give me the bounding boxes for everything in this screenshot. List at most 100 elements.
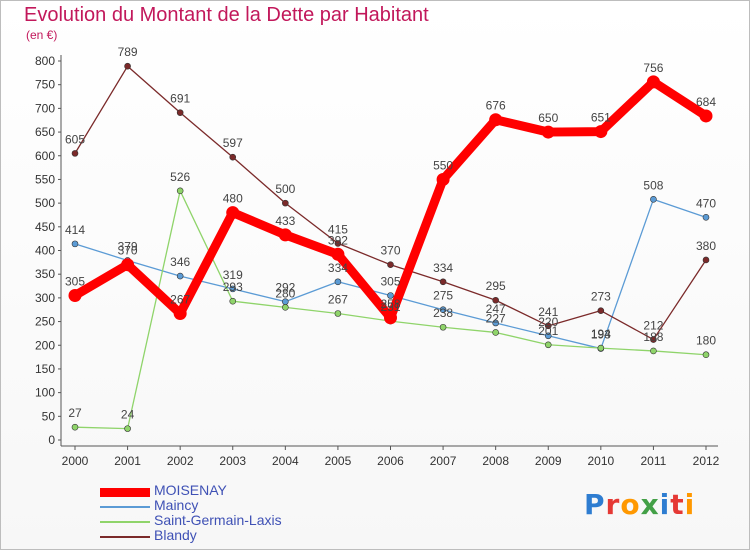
data-point-maincy <box>387 292 394 299</box>
line-chart: 0 50 100 150 200 250 300 350 400 450 500 550 600 650 7… <box>35 45 720 468</box>
y-axis-unit: (en €) <box>26 28 58 42</box>
y-tick-label: 600 <box>35 149 55 163</box>
x-tick-label: 2002 <box>167 454 194 468</box>
data-label-moisenay: 684 <box>696 95 716 109</box>
data-label-saint-germain-laxis: 293 <box>223 280 243 294</box>
data-label-maincy: 319 <box>223 268 243 282</box>
data-label-maincy: 414 <box>65 223 85 237</box>
data-point-maincy <box>702 214 710 221</box>
logo-letter: r <box>605 488 621 521</box>
data-label-maincy: 346 <box>170 255 190 269</box>
data-point-blandy <box>492 296 499 304</box>
legend-swatch-blandy <box>100 536 150 538</box>
data-point-saint-germain-laxis <box>229 297 237 305</box>
y-tick-label: 300 <box>35 291 55 305</box>
data-label-blandy: 500 <box>275 182 295 196</box>
y-tick-label: 350 <box>35 267 55 281</box>
x-tick-label: 2005 <box>325 454 352 468</box>
data-label-moisenay: 267 <box>170 293 190 307</box>
y-tick-label: 700 <box>35 101 55 115</box>
data-point-blandy <box>334 240 342 247</box>
y-tick-label: 150 <box>35 362 55 376</box>
data-label-saint-germain-laxis: 526 <box>170 170 190 184</box>
y-tick-label: 100 <box>35 386 55 400</box>
data-point-blandy <box>439 278 447 286</box>
data-label-maincy: 275 <box>433 289 453 303</box>
x-tick-label: 2011 <box>641 454 667 468</box>
data-point-moisenay <box>384 311 397 325</box>
legend-label-moisenay: MOISENAY <box>154 482 227 498</box>
data-label-blandy: 241 <box>538 305 558 319</box>
y-tick-label: 450 <box>35 220 55 234</box>
y-tick-label: 50 <box>42 409 56 423</box>
x-tick-label: 2001 <box>114 454 141 468</box>
data-point-saint-germain-laxis <box>492 329 499 336</box>
logo-letter: P <box>584 488 606 521</box>
x-tick-label: 2003 <box>219 454 246 468</box>
data-label-maincy: 508 <box>643 178 663 192</box>
data-point-saint-germain-laxis <box>334 310 342 317</box>
legend-label-saint-germain-laxis: Saint-Germain-Laxis <box>154 512 282 528</box>
x-tick-label: 2010 <box>587 454 614 468</box>
data-point-saint-germain-laxis <box>702 351 710 359</box>
data-point-blandy <box>176 109 184 116</box>
data-point-saint-germain-laxis <box>544 341 552 349</box>
data-label-saint-germain-laxis: 180 <box>696 334 716 348</box>
y-tick-label: 750 <box>35 78 55 92</box>
data-point-moisenay <box>436 172 450 186</box>
data-point-maincy <box>650 196 657 203</box>
y-tick-label: 500 <box>35 196 55 210</box>
legend-swatch-maincy <box>100 506 150 508</box>
data-label-blandy: 605 <box>65 132 85 146</box>
data-label-saint-germain-laxis: 238 <box>433 306 453 320</box>
data-point-maincy <box>334 278 342 286</box>
data-point-moisenay <box>226 206 240 220</box>
data-label-moisenay: 258 <box>380 297 400 311</box>
proxiti-logo: Proxiti <box>584 488 695 521</box>
logo-letter: i <box>684 488 696 521</box>
data-point-blandy <box>229 153 237 161</box>
x-tick-label: 2007 <box>430 454 457 468</box>
data-point-moisenay <box>68 289 82 303</box>
data-point-blandy <box>387 261 394 269</box>
logo-letter: t <box>670 488 685 521</box>
data-label-moisenay: 651 <box>591 111 611 125</box>
data-label-saint-germain-laxis: 227 <box>486 311 506 325</box>
data-label-moisenay: 756 <box>643 61 663 75</box>
data-label-blandy: 380 <box>696 239 716 253</box>
data-label-saint-germain-laxis: 188 <box>643 330 663 344</box>
data-label-blandy: 789 <box>118 45 138 59</box>
data-label-maincy: 292 <box>275 281 295 295</box>
chart-title: Evolution du Montant de la Dette par Hab… <box>24 4 429 26</box>
data-point-moisenay <box>331 247 345 261</box>
data-point-saint-germain-laxis <box>439 323 447 331</box>
data-point-moisenay <box>173 307 187 321</box>
data-label-saint-germain-laxis: 27 <box>68 406 82 420</box>
x-tick-label: 2006 <box>377 454 404 468</box>
data-label-maincy: 305 <box>380 275 400 289</box>
data-label-saint-germain-laxis: 280 <box>275 286 295 300</box>
data-point-maincy <box>439 306 447 314</box>
data-point-blandy <box>282 199 289 207</box>
legend-swatch-saint-germain-laxis <box>100 521 150 523</box>
data-label-moisenay: 305 <box>65 275 85 289</box>
legend-label-blandy: Blandy <box>154 527 197 543</box>
data-label-maincy: 220 <box>538 315 558 329</box>
data-label-blandy: 415 <box>328 222 348 236</box>
data-label-maincy: 379 <box>118 239 138 253</box>
data-label-moisenay: 433 <box>275 214 295 228</box>
data-point-saint-germain-laxis <box>650 347 657 355</box>
data-label-blandy: 370 <box>380 244 400 258</box>
data-point-saint-germain-laxis <box>176 187 184 195</box>
data-label-blandy: 273 <box>591 290 611 304</box>
data-point-saint-germain-laxis <box>71 423 79 431</box>
logo-letter: o <box>620 488 641 521</box>
data-point-saint-germain-laxis <box>124 425 131 432</box>
y-tick-label: 0 <box>48 433 55 447</box>
data-label-maincy: 470 <box>696 196 716 210</box>
data-point-moisenay <box>699 109 713 123</box>
data-point-blandy <box>544 322 552 330</box>
y-tick-label: 200 <box>35 338 55 352</box>
data-point-moisenay <box>541 125 555 139</box>
